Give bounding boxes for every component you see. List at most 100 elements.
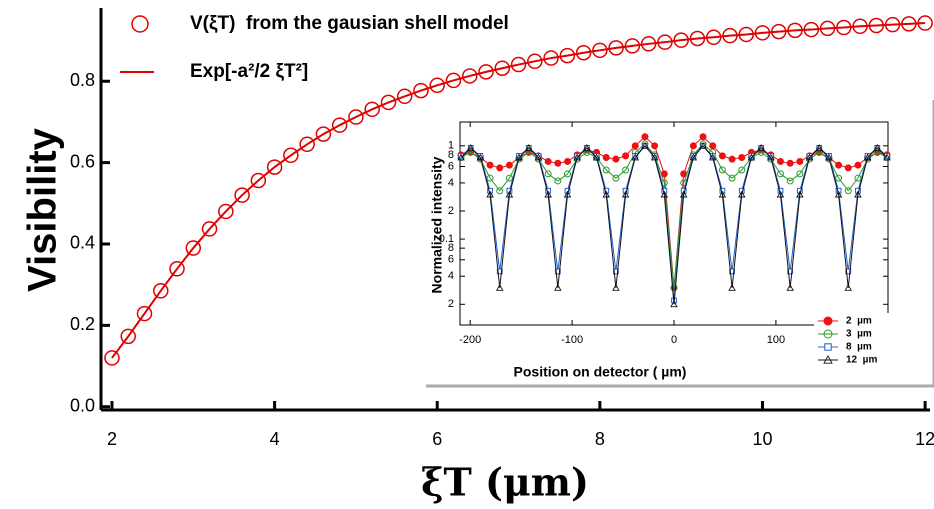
marker — [757, 143, 765, 151]
marker — [613, 268, 619, 275]
x-tick-label: -200 — [459, 334, 481, 346]
marker — [496, 268, 503, 275]
marker — [728, 155, 736, 163]
y-axis-label: Visibility — [21, 127, 65, 292]
marker — [505, 161, 513, 169]
y-tick-label: 0.2 — [70, 314, 95, 334]
marker — [505, 190, 514, 198]
marker — [573, 153, 581, 161]
marker — [364, 101, 380, 118]
marker — [544, 170, 552, 178]
marker — [786, 159, 794, 167]
marker — [718, 152, 726, 160]
marker — [689, 153, 698, 161]
marker — [185, 240, 202, 256]
marker — [796, 190, 804, 198]
marker — [728, 283, 736, 291]
legend-label: 12 µm — [846, 355, 877, 366]
marker — [844, 283, 853, 291]
y-tick-label: 2 — [448, 205, 454, 217]
marker — [738, 166, 746, 174]
marker — [554, 268, 561, 275]
y-tick-label: 0.8 — [70, 70, 95, 90]
marker — [805, 153, 814, 161]
marker — [670, 300, 678, 308]
marker — [823, 355, 833, 364]
marker — [823, 316, 833, 326]
marker — [544, 190, 552, 198]
marker — [824, 343, 832, 351]
marker — [120, 328, 136, 345]
marker — [747, 153, 756, 161]
marker — [709, 142, 717, 150]
y-tick-label: 6 — [448, 160, 454, 172]
marker — [602, 190, 610, 198]
marker — [527, 53, 543, 70]
marker — [554, 159, 562, 167]
marker — [651, 142, 659, 150]
marker — [823, 329, 833, 339]
marker — [131, 15, 149, 33]
x-tick-label: 12 — [915, 429, 934, 449]
marker — [583, 143, 591, 151]
marker — [612, 155, 620, 163]
marker — [559, 47, 576, 64]
marker — [445, 72, 462, 89]
marker — [602, 153, 610, 161]
marker — [612, 174, 620, 182]
legend-label: Exp[-a²/2 ξT²] — [190, 61, 308, 82]
marker — [534, 153, 543, 161]
marker — [699, 133, 707, 141]
series-line — [460, 143, 888, 288]
marker — [612, 283, 620, 291]
marker — [299, 136, 315, 153]
marker — [622, 152, 630, 160]
y-tick-label: 1 — [448, 140, 454, 152]
marker — [602, 166, 610, 174]
x-tick-label: 100 — [767, 334, 785, 346]
marker — [786, 177, 794, 185]
inset-shadow — [426, 100, 934, 388]
marker — [854, 161, 862, 169]
marker — [218, 203, 234, 220]
marker — [153, 283, 169, 299]
series-line — [460, 145, 888, 305]
marker — [564, 170, 572, 178]
marker — [776, 170, 784, 178]
marker — [728, 174, 736, 182]
marker — [729, 268, 735, 275]
y-tick-label: 0.0 — [70, 395, 95, 415]
marker — [776, 157, 784, 165]
marker — [854, 190, 862, 198]
marker — [495, 283, 504, 291]
marker — [525, 143, 533, 151]
marker — [863, 153, 872, 161]
marker — [689, 142, 697, 150]
x-tick-label: 0 — [671, 334, 677, 346]
marker — [834, 190, 843, 198]
y-tick-label: 0.6 — [70, 151, 95, 171]
marker — [563, 190, 572, 198]
x-axis-label: Position on detector ( µm) — [514, 364, 687, 380]
marker — [462, 68, 478, 84]
marker — [250, 172, 267, 189]
marker — [515, 153, 523, 161]
marker — [136, 305, 153, 322]
marker — [510, 56, 527, 73]
marker — [466, 143, 475, 151]
legend-label: V(ξT) from the gausian shell model — [190, 13, 509, 34]
marker — [575, 45, 592, 61]
marker — [699, 141, 707, 149]
marker — [660, 190, 669, 198]
marker — [622, 166, 630, 174]
x-tick-label: 2 — [107, 429, 117, 449]
marker — [457, 153, 465, 161]
marker — [496, 187, 504, 195]
marker — [494, 60, 511, 76]
marker — [641, 141, 649, 149]
marker — [331, 117, 348, 133]
marker — [796, 170, 804, 178]
marker — [767, 153, 775, 161]
marker — [496, 164, 504, 172]
